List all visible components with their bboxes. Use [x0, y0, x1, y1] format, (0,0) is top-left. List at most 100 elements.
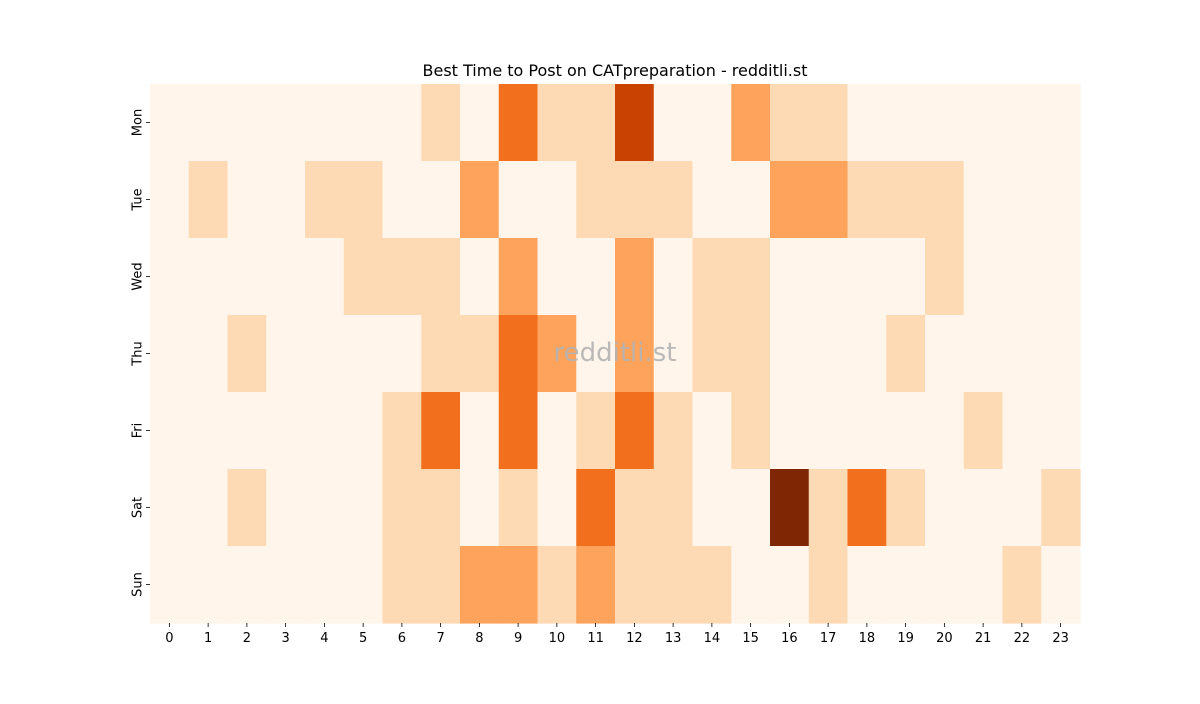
heatmap-cell — [150, 84, 190, 162]
heatmap-cell — [498, 469, 539, 547]
heatmap-cell — [460, 84, 500, 162]
x-tick-label: 16 — [781, 631, 798, 646]
heatmap-cell — [847, 315, 887, 393]
heatmap-cell — [653, 546, 694, 624]
heatmap-cell — [421, 315, 461, 393]
heatmap-cell — [615, 546, 655, 624]
heatmap-cell — [653, 84, 694, 162]
heatmap-cell — [1041, 315, 1081, 393]
heatmap-cell — [576, 161, 616, 239]
heatmap-cell — [537, 161, 577, 239]
heatmap-cell — [227, 469, 267, 547]
heatmap-cell — [188, 469, 229, 547]
y-tick-label: Mon — [131, 109, 146, 136]
heatmap-cell — [692, 315, 732, 393]
y-tick-label: Wed — [131, 262, 146, 290]
heatmap-cell — [1041, 84, 1081, 162]
heatmap-cell — [343, 238, 384, 316]
heatmap-cell — [305, 238, 345, 316]
heatmap-cell — [227, 84, 267, 162]
heatmap-cell — [963, 469, 1004, 547]
heatmap-cell — [847, 238, 887, 316]
heatmap-cell — [421, 546, 461, 624]
x-tick-label: 0 — [165, 631, 173, 646]
y-tick-label: Tue — [131, 188, 146, 211]
heatmap-cell — [227, 161, 267, 239]
heatmap-cell — [1002, 392, 1042, 470]
heatmap-cell — [963, 238, 1004, 316]
heatmap-cell — [731, 84, 771, 162]
heatmap-cell — [343, 84, 384, 162]
heatmap-cell — [1041, 238, 1081, 316]
heatmap-cell — [576, 315, 616, 393]
heatmap-cell — [653, 161, 694, 239]
heatmap-cell — [576, 469, 616, 547]
x-tick-label: 6 — [398, 631, 406, 646]
x-tick-label: 19 — [897, 631, 914, 646]
y-axis: Mon Tue Wed Thu Fri Sat Sun — [131, 109, 150, 597]
heatmap-cell — [615, 238, 655, 316]
heatmap-cell — [460, 392, 500, 470]
heatmap-cell — [305, 392, 345, 470]
y-tick-label: Sat — [131, 497, 146, 518]
heatmap-cell — [188, 238, 229, 316]
heatmap-cell — [498, 315, 539, 393]
heatmap-cell — [847, 392, 887, 470]
heatmap-cell — [770, 161, 810, 239]
x-tick-label: 8 — [475, 631, 483, 646]
heatmap-cell — [460, 238, 500, 316]
heatmap-cell — [808, 392, 849, 470]
heatmap-cell — [576, 238, 616, 316]
heatmap-cell — [421, 84, 461, 162]
heatmap-cell — [188, 315, 229, 393]
heatmap-cell — [925, 392, 965, 470]
heatmap-cell — [576, 546, 616, 624]
heatmap-cell — [847, 469, 887, 547]
y-tick-label: Thu — [131, 341, 146, 366]
heatmap-cell — [266, 84, 306, 162]
heatmap-cell — [770, 84, 810, 162]
heatmap-cell — [305, 161, 345, 239]
heatmap-cell — [1041, 469, 1081, 547]
heatmap-cell — [1002, 315, 1042, 393]
heatmap-cell — [537, 392, 577, 470]
heatmap-cell — [498, 161, 539, 239]
heatmap-cell — [150, 238, 190, 316]
heatmap-cell — [150, 469, 190, 547]
heatmap-cell — [692, 392, 732, 470]
heatmap-cell — [421, 469, 461, 547]
heatmap-cell — [343, 546, 384, 624]
heatmap-cell — [770, 392, 810, 470]
heatmap-cell — [382, 392, 422, 470]
x-tick-label: 5 — [359, 631, 367, 646]
heatmap-cell — [150, 161, 190, 239]
heatmap-cell — [847, 84, 887, 162]
heatmap-cell — [615, 161, 655, 239]
heatmap-cell — [731, 469, 771, 547]
heatmap-cell — [227, 546, 267, 624]
heatmap-cell — [963, 392, 1004, 470]
x-tick-label: 22 — [1014, 631, 1031, 646]
heatmap-cell — [266, 238, 306, 316]
heatmap-cell — [537, 315, 577, 393]
heatmap-cell — [770, 315, 810, 393]
heatmap-cell — [808, 546, 849, 624]
heatmap-cell — [731, 392, 771, 470]
heatmap-cell — [731, 546, 771, 624]
heatmap-cell — [150, 392, 190, 470]
x-tick-label: 11 — [587, 631, 604, 646]
heatmap-cell — [460, 315, 500, 393]
heatmap-cell — [421, 238, 461, 316]
heatmap-cell — [460, 161, 500, 239]
heatmap-cell — [731, 161, 771, 239]
heatmap-cell — [382, 315, 422, 393]
x-tick-label: 18 — [859, 631, 876, 646]
heatmap-cell — [188, 84, 229, 162]
heatmap-cell — [576, 392, 616, 470]
heatmap-cell — [808, 161, 849, 239]
heatmap-cell — [770, 238, 810, 316]
heatmap-cell — [963, 315, 1004, 393]
heatmap-cell — [808, 469, 849, 547]
heatmap-cell — [305, 469, 345, 547]
